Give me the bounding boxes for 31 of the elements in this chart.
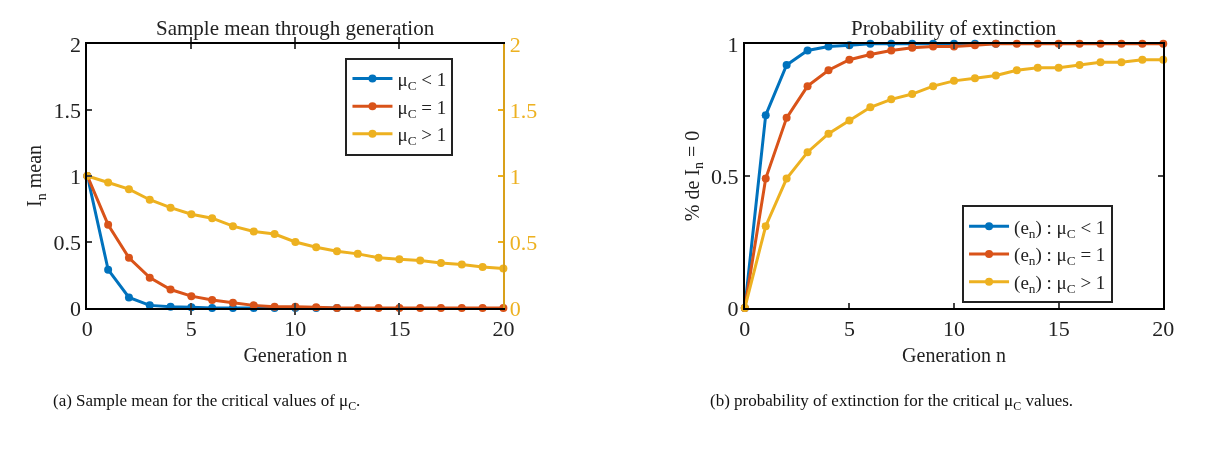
y2-tick-label: 1.5: [509, 97, 538, 123]
x-tick-label: 10: [943, 316, 966, 342]
legend-label: (e$_{n}$) : μ$_{C}$ < 1: [1014, 216, 1106, 241]
y-tick-label: 0.5: [53, 229, 81, 255]
x-tick-label: 10: [284, 316, 307, 342]
x-tick-label: 5: [843, 316, 855, 342]
x-tick-label: 15: [1047, 316, 1070, 342]
legend-label: (e$_{n}$) : μ$_{C}$ = 1: [1014, 244, 1106, 269]
y-tick-label: 1: [727, 31, 739, 57]
text: (b) probability of extinction for the critical μ$_{C}$ values.: [710, 391, 1074, 413]
text: (a) Sample mean for the critical values of μ$_{C}$.: [53, 391, 361, 413]
y-tick-label: 1.5: [53, 97, 81, 123]
x-tick-label: 15: [388, 316, 411, 342]
y-tick-label: 0: [69, 295, 81, 321]
y2-tick-label: 0.5: [509, 229, 538, 255]
y-tick-label: 2: [69, 31, 81, 57]
legend-label: μ$_{C}$ < 1: [397, 68, 447, 93]
legend-label: (e$_{n}$) : μ$_{C}$ > 1: [1014, 272, 1106, 297]
x-tick-label: 5: [185, 316, 197, 342]
x-axis-title: Generation n: [902, 344, 1006, 367]
chart-title: Sample mean through generation: [156, 16, 435, 40]
legend-label: μ$_{C}$ = 1: [397, 96, 447, 121]
y-tick-label: 1: [69, 163, 81, 189]
y-tick-label: 0.5: [710, 163, 739, 189]
y-tick-label: 0: [727, 295, 739, 321]
legend-label: μ$_{C}$ > 1: [397, 124, 447, 149]
y2-tick-label: 1: [509, 163, 521, 189]
chart-title: Probability of extinction: [851, 16, 1057, 40]
y2-tick-label: 2: [509, 31, 521, 57]
x-axis-title: Generation n: [243, 344, 348, 367]
x-tick-label: 20: [1152, 316, 1175, 342]
